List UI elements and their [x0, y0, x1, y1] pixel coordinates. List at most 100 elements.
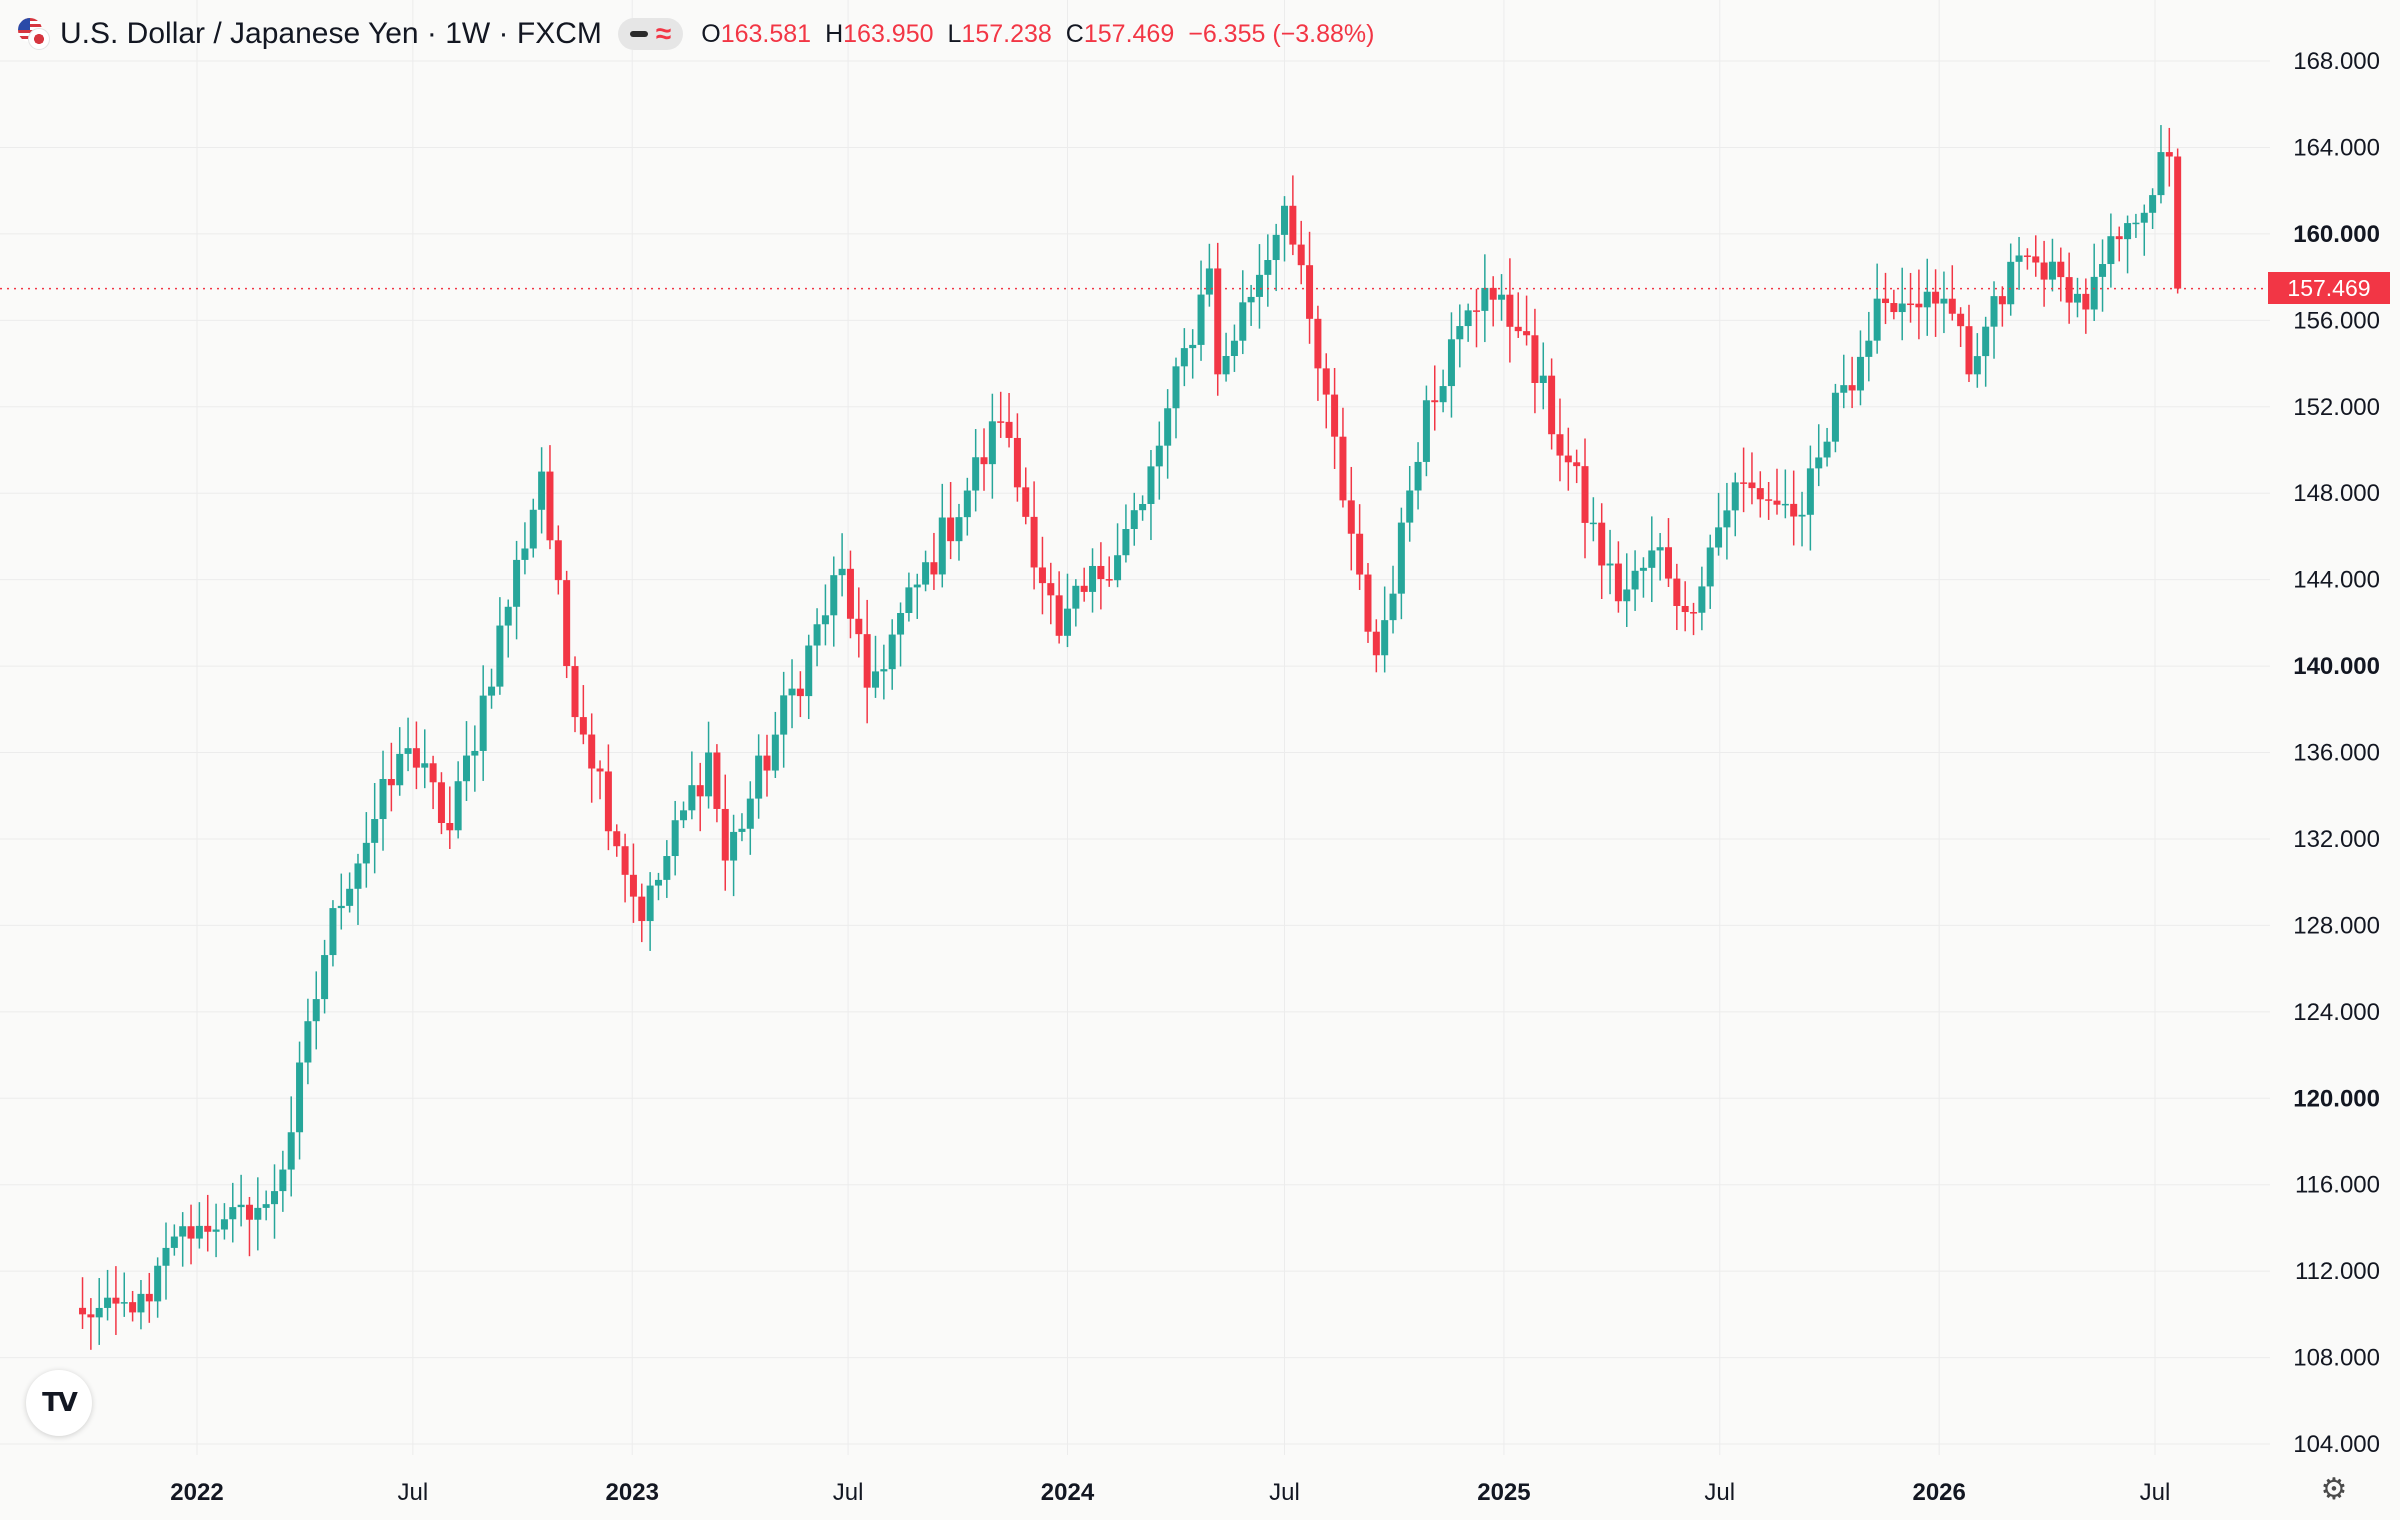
candle-body	[1631, 570, 1639, 590]
high-value: 163.950	[843, 19, 934, 48]
gear-icon[interactable]: ⚙	[2320, 1473, 2348, 1506]
candle	[1614, 541, 1622, 613]
candle	[1397, 507, 1405, 620]
candle-body	[1581, 466, 1589, 523]
candle-body	[579, 717, 587, 735]
candle	[1105, 556, 1113, 587]
candle-body	[1564, 455, 1572, 463]
candle-body	[254, 1207, 262, 1220]
candle	[1781, 469, 1789, 519]
time-tick-label: Jul	[397, 1479, 428, 1506]
candle	[1882, 272, 1890, 325]
candle	[621, 833, 629, 903]
candle-body	[1281, 205, 1289, 235]
candle-body	[137, 1293, 145, 1313]
candle-body	[1197, 294, 1205, 345]
candle-body	[229, 1207, 237, 1220]
candle-body	[963, 490, 971, 518]
candle-body	[1214, 268, 1222, 375]
candle	[1873, 263, 1881, 354]
candle	[1097, 542, 1105, 610]
symbol-title[interactable]: U.S. Dollar / Japanese Yen · 1W · FXCM	[60, 17, 602, 50]
candle-body	[2115, 236, 2123, 240]
candle-body	[1823, 441, 1831, 458]
candle-body	[2040, 262, 2048, 280]
candle	[1990, 281, 1998, 359]
candle	[646, 872, 654, 951]
candle-body	[771, 734, 779, 771]
candle-body	[1639, 567, 1647, 571]
candle	[104, 1269, 112, 1321]
candle	[1740, 447, 1748, 513]
tradingview-logo-icon[interactable]: TV	[26, 1370, 92, 1436]
candle	[2107, 213, 2115, 288]
candle-body	[1756, 488, 1764, 500]
candle	[1965, 304, 1973, 383]
candle-body	[1589, 522, 1597, 525]
candle-body	[646, 885, 654, 922]
candle-body	[521, 548, 529, 560]
candle-body	[1698, 586, 1706, 613]
candle-body	[1998, 296, 2006, 305]
candle-body	[1748, 482, 1756, 489]
candle-body	[1723, 510, 1731, 528]
candle-body	[1456, 326, 1464, 340]
candle	[1998, 286, 2006, 327]
candle	[479, 665, 487, 781]
candle-body	[287, 1132, 295, 1170]
candle	[538, 447, 546, 534]
candle-body	[488, 686, 496, 696]
candle	[1606, 529, 1614, 595]
candle	[204, 1194, 212, 1252]
candle	[755, 734, 763, 819]
candle-body	[129, 1302, 137, 1313]
candle-body	[613, 831, 621, 847]
candle	[1013, 413, 1021, 502]
candle-body	[1973, 356, 1981, 375]
candle-body	[763, 755, 771, 771]
candle	[746, 781, 754, 855]
candle	[1189, 329, 1197, 379]
candle	[87, 1298, 95, 1350]
candle	[1681, 581, 1689, 632]
candle	[1715, 492, 1723, 556]
candle-body	[1614, 563, 1622, 602]
candle	[1022, 467, 1030, 525]
candle	[1706, 534, 1714, 609]
candle-body	[2015, 255, 2023, 262]
time-tick-label: 2025	[1477, 1479, 1530, 1506]
candle-body	[271, 1191, 279, 1205]
candle-body	[1865, 340, 1873, 357]
candle	[1514, 292, 1522, 338]
candle-body	[821, 615, 829, 625]
candle-body	[1890, 303, 1898, 313]
candle-body	[2032, 256, 2040, 263]
candle	[1556, 398, 1564, 482]
candle-body	[437, 782, 445, 824]
candle-body	[1831, 392, 1839, 442]
candle	[763, 734, 771, 797]
candle	[546, 445, 554, 550]
candle	[897, 602, 905, 667]
indicator-toggle[interactable]: ≈	[617, 18, 684, 50]
candle-body	[2073, 293, 2081, 303]
candle	[1414, 442, 1422, 510]
candle	[2149, 188, 2157, 229]
candle	[613, 824, 621, 857]
candle	[2124, 215, 2132, 274]
candle	[1247, 284, 1255, 326]
candle	[2007, 243, 2015, 316]
candle	[1055, 571, 1063, 644]
candle-body	[1948, 298, 1956, 314]
candle-body	[563, 580, 571, 667]
price-tick-label: 168.000	[2293, 48, 2380, 75]
candle	[321, 939, 329, 1014]
candle	[980, 428, 988, 491]
candle	[629, 843, 637, 923]
candle-body	[1673, 578, 1681, 606]
candle-body	[204, 1225, 212, 1232]
candle	[671, 800, 679, 876]
candle-body	[212, 1229, 220, 1232]
